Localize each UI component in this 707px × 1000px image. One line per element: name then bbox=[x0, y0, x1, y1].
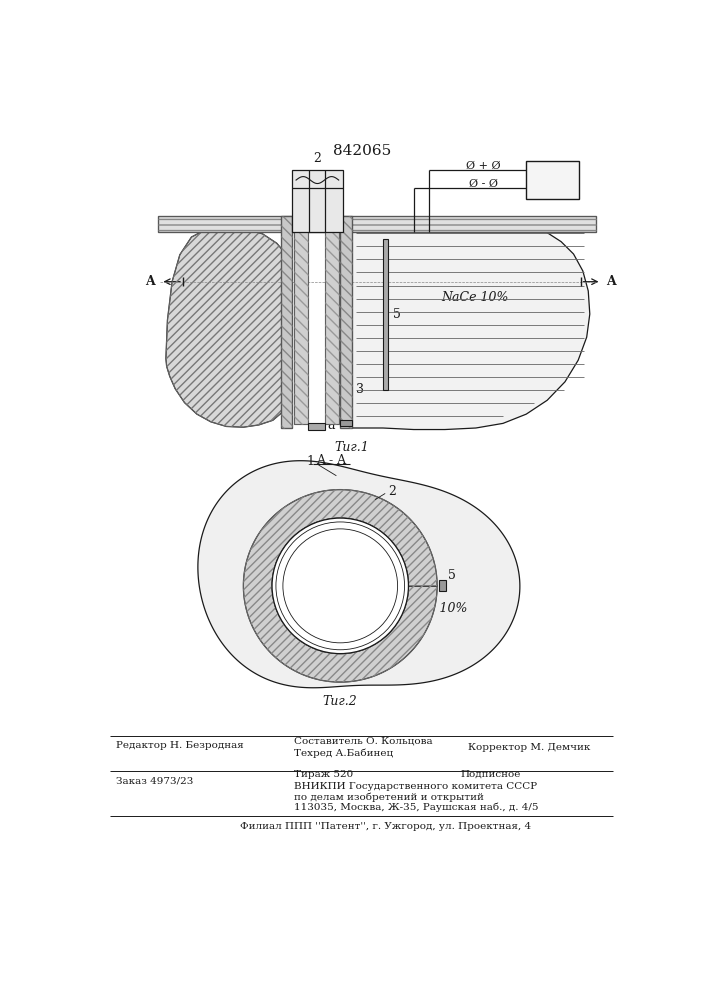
Text: 4: 4 bbox=[548, 173, 557, 187]
Text: 113035, Москва, Ж-35, Раушская наб., д. 4/5: 113035, Москва, Ж-35, Раушская наб., д. … bbox=[293, 803, 538, 812]
Text: по делам изобретений и открытий: по делам изобретений и открытий bbox=[293, 792, 484, 802]
Text: A - A: A - A bbox=[316, 454, 346, 467]
Polygon shape bbox=[198, 461, 520, 688]
Bar bbox=[340, 216, 352, 428]
Text: б: б bbox=[327, 408, 334, 421]
Bar bbox=[281, 216, 292, 428]
Bar bbox=[325, 228, 339, 424]
Text: ВНИКПИ Государственного комитета СССР: ВНИКПИ Государственного комитета СССР bbox=[293, 782, 537, 791]
Circle shape bbox=[272, 518, 409, 654]
Text: Ø - Ø: Ø - Ø bbox=[469, 179, 498, 189]
Text: 3: 3 bbox=[356, 383, 363, 396]
Text: Составитель О. Кольцова: Составитель О. Кольцова bbox=[293, 737, 433, 746]
Text: Техред А.Бабинец: Техред А.Бабинец bbox=[293, 748, 393, 758]
Bar bbox=[158, 216, 596, 232]
Bar bbox=[292, 170, 343, 232]
Text: 5: 5 bbox=[393, 308, 401, 321]
Text: NaCe 10%: NaCe 10% bbox=[441, 291, 508, 304]
Bar bbox=[438, 580, 446, 591]
Bar bbox=[293, 228, 308, 424]
Text: Заказ 4973/23: Заказ 4973/23 bbox=[115, 776, 193, 785]
Text: Τиг.1: Τиг.1 bbox=[334, 441, 369, 454]
Text: Редактор Н. Безродная: Редактор Н. Безродная bbox=[115, 741, 243, 750]
Text: Τиг.2: Τиг.2 bbox=[323, 695, 358, 708]
Bar bbox=[281, 216, 292, 428]
Text: 2: 2 bbox=[388, 485, 396, 498]
Polygon shape bbox=[243, 490, 437, 682]
Text: Филиал ППП ''Патент'', г. Ужгород, ул. Проектная, 4: Филиал ППП ''Патент'', г. Ужгород, ул. П… bbox=[240, 822, 531, 831]
Bar bbox=[325, 228, 339, 424]
Text: Подписное: Подписное bbox=[460, 770, 521, 779]
Text: A: A bbox=[146, 275, 156, 288]
Bar bbox=[308, 423, 325, 430]
Bar bbox=[340, 420, 352, 426]
Text: 842065: 842065 bbox=[333, 144, 391, 158]
Polygon shape bbox=[352, 226, 590, 430]
Text: 1: 1 bbox=[307, 455, 315, 468]
Text: Тираж 520: Тираж 520 bbox=[293, 770, 353, 779]
Bar bbox=[158, 216, 596, 232]
Text: Ø + Ø: Ø + Ø bbox=[467, 161, 501, 171]
Text: 5: 5 bbox=[448, 569, 456, 582]
Bar bbox=[293, 228, 308, 424]
Text: A: A bbox=[606, 275, 616, 288]
Text: NaCe 10%: NaCe 10% bbox=[401, 602, 468, 615]
Text: 2: 2 bbox=[313, 152, 321, 165]
Text: а: а bbox=[327, 419, 334, 432]
Polygon shape bbox=[166, 226, 292, 427]
Bar bbox=[383, 239, 388, 389]
Bar bbox=[526, 161, 579, 199]
Bar bbox=[340, 216, 352, 428]
Text: Корректор М. Демчик: Корректор М. Демчик bbox=[468, 743, 590, 752]
